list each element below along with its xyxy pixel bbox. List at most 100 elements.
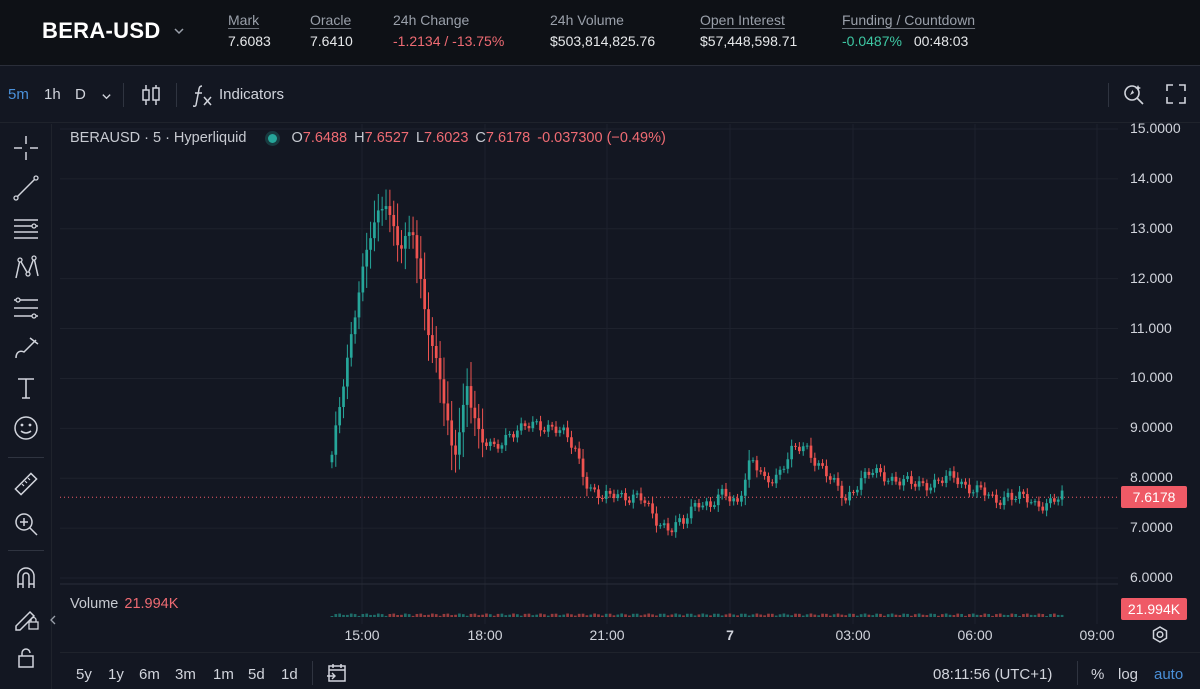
candle-body — [944, 475, 948, 483]
candle-body — [817, 463, 821, 466]
volume-bar — [774, 615, 778, 617]
volume-bar — [485, 613, 488, 617]
volume-bar — [805, 614, 809, 617]
candle-body — [898, 481, 902, 486]
candle-body — [1006, 492, 1010, 498]
candle-body — [450, 420, 454, 446]
volume-bar — [670, 614, 674, 617]
volume-bar — [751, 614, 755, 617]
stat-label[interactable]: Funding / Countdown — [842, 12, 976, 28]
candle-body — [527, 426, 531, 429]
time-tick-label: 15:00 — [344, 627, 380, 643]
volume-bar — [535, 614, 539, 617]
range-6m[interactable]: 6m — [139, 666, 160, 683]
volume-bar — [442, 613, 446, 617]
candle-body — [917, 481, 921, 487]
range-5y[interactable]: 5y — [76, 666, 92, 683]
magnet-icon[interactable] — [10, 562, 42, 594]
goto-date-icon[interactable] — [326, 662, 348, 684]
indicators-fx-icon[interactable] — [191, 83, 213, 107]
volume-bar — [512, 613, 515, 617]
settings-icon[interactable] — [1150, 625, 1170, 645]
candle-body — [380, 209, 384, 211]
range-3m[interactable]: 3m — [175, 666, 196, 683]
candle-body — [964, 481, 967, 485]
legend-high: 7.6527 — [364, 130, 409, 146]
candle-body — [624, 493, 627, 501]
volume-bar — [975, 614, 979, 617]
log-toggle[interactable]: log — [1118, 666, 1139, 683]
pattern-icon[interactable] — [10, 252, 42, 284]
stat-label[interactable]: Open Interest — [700, 12, 785, 28]
indicators-button[interactable]: Indicators — [219, 86, 285, 103]
price-chart[interactable] — [60, 124, 1118, 654]
volume-bar — [689, 613, 693, 617]
candle-body — [384, 206, 388, 210]
candle-body — [902, 479, 906, 486]
candle-body — [1002, 497, 1006, 506]
trend-line-icon[interactable] — [10, 172, 42, 204]
interval-1h[interactable]: 1h — [44, 86, 61, 103]
volume-bar — [369, 614, 372, 617]
candle-body — [643, 500, 647, 503]
interval-5m[interactable]: 5m — [8, 86, 29, 103]
candle-body — [438, 358, 442, 380]
candle-body — [1060, 490, 1064, 500]
volume-bar — [628, 615, 631, 617]
volume-bar — [411, 615, 415, 617]
candle-body — [342, 386, 345, 408]
time-tick-label: 06:00 — [957, 627, 993, 643]
volume-bar — [334, 614, 338, 617]
volume-bar — [658, 613, 662, 617]
volume-bar — [767, 613, 770, 617]
volume-value: 21.994K — [124, 596, 179, 612]
volume-bar — [879, 613, 882, 617]
volume-bar — [635, 613, 639, 617]
chevron-down-icon[interactable] — [101, 91, 112, 102]
chevron-down-icon — [173, 28, 184, 35]
range-1m[interactable]: 1m — [213, 666, 234, 683]
crosshair-icon[interactable] — [10, 132, 42, 164]
candle-body — [658, 525, 662, 527]
fullscreen-icon[interactable] — [1165, 83, 1187, 105]
pair-selector[interactable]: BERA-USD — [42, 18, 185, 44]
zoom-in-icon[interactable] — [10, 508, 42, 540]
candles-icon[interactable] — [140, 83, 162, 107]
interval-d[interactable]: D — [75, 86, 86, 103]
range-5d[interactable]: 5d — [248, 666, 265, 683]
candle-body — [879, 468, 882, 473]
candle-body — [504, 434, 508, 446]
candle-body — [929, 487, 933, 491]
volume-bar — [531, 615, 535, 617]
clock-timezone[interactable]: 08:11:56 (UTC+1) — [933, 666, 1053, 683]
chevron-left-icon[interactable] — [49, 614, 57, 626]
brush-icon[interactable] — [10, 332, 42, 364]
lock-drawing-icon[interactable] — [10, 602, 42, 634]
percent-toggle[interactable]: % — [1091, 666, 1105, 683]
emoji-icon[interactable] — [10, 412, 42, 444]
candle-body — [531, 421, 535, 429]
stat-label[interactable]: Mark — [228, 12, 260, 28]
legend-symbol[interactable]: BERAUSD · 5 · Hyperliquid — [70, 130, 247, 146]
text-icon[interactable] — [10, 372, 42, 404]
candle-body — [855, 489, 859, 493]
fib-icon[interactable] — [10, 292, 42, 324]
ruler-icon[interactable] — [10, 468, 42, 500]
quick-search-icon[interactable] — [1122, 83, 1146, 107]
volume-bar — [473, 613, 477, 617]
candle-body — [1056, 499, 1060, 502]
toolbar-divider — [176, 83, 177, 107]
lock-icon[interactable] — [10, 642, 42, 674]
volume-bar — [883, 615, 886, 617]
horizontal-lines-icon[interactable] — [10, 212, 42, 244]
volume-bar — [1041, 614, 1045, 617]
candle-body — [840, 485, 844, 498]
range-1y[interactable]: 1y — [108, 666, 124, 683]
stat-label[interactable]: Oracle — [310, 12, 352, 28]
volume-bar — [1049, 614, 1052, 617]
auto-toggle[interactable]: auto — [1154, 666, 1184, 683]
range-1d[interactable]: 1d — [281, 666, 298, 683]
volume-bar — [794, 613, 797, 617]
volume-bar — [342, 614, 345, 617]
candle-body — [848, 491, 851, 501]
